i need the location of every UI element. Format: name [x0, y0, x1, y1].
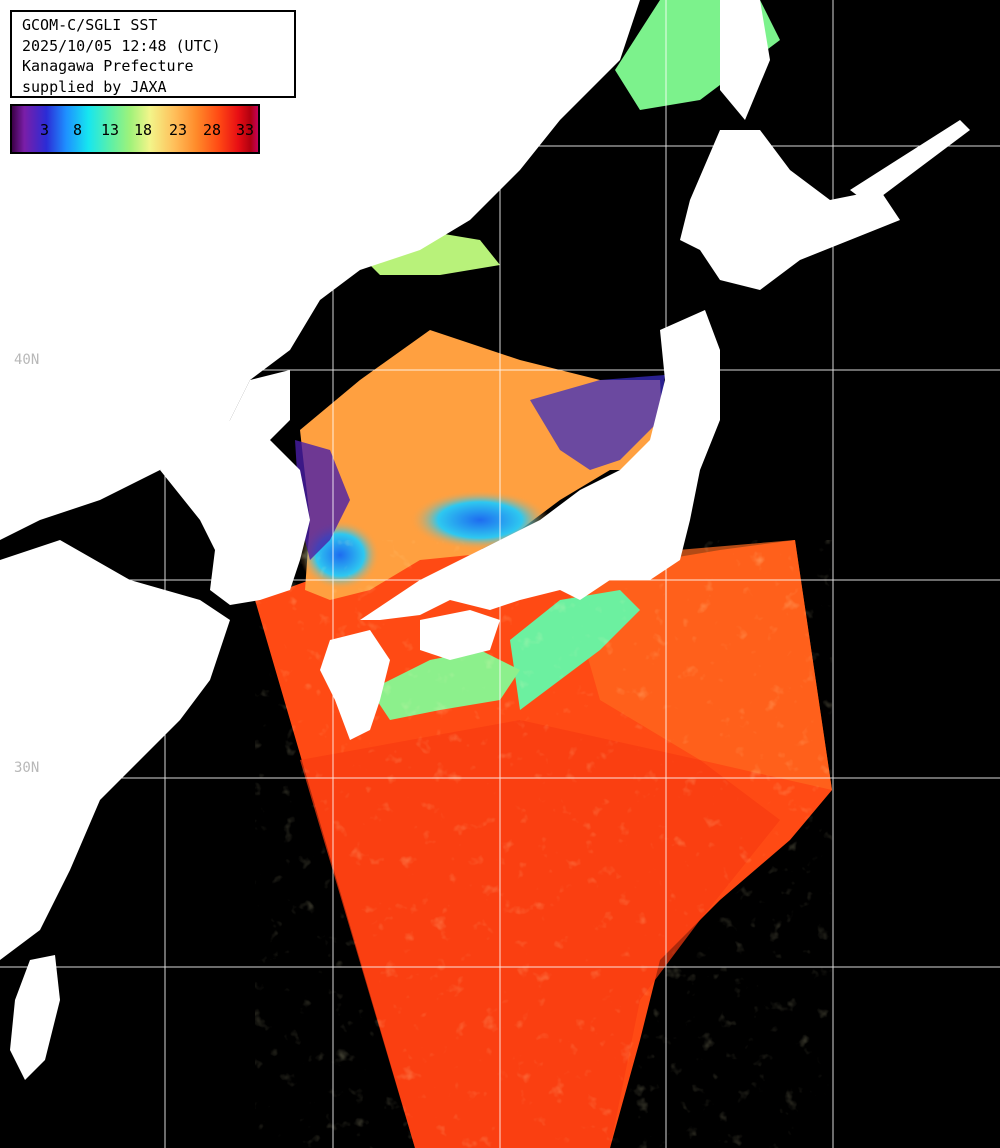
legend-tick-23: 23 — [169, 121, 188, 139]
cold-band-noto — [530, 375, 665, 470]
observation-time: 2025/10/05 12:48 (UTC) — [22, 36, 221, 55]
legend-tick-33: 33 — [236, 121, 255, 139]
taiwan — [10, 955, 60, 1080]
legend-tick-3: 3 — [40, 121, 50, 139]
info-box: GCOM-C/SGLI SST 2025/10/05 12:48 (UTC) K… — [10, 10, 296, 98]
legend-tick-8: 8 — [73, 121, 83, 139]
honshu — [360, 310, 720, 620]
china-coast — [0, 540, 230, 960]
kuril — [850, 120, 970, 205]
sakhalin — [720, 0, 770, 120]
kyushu — [320, 630, 390, 740]
hokkaido — [680, 130, 900, 290]
shikoku — [420, 610, 500, 660]
region-name: Kanagawa Prefecture — [22, 57, 194, 75]
color-scale-legend: 3 8 13 18 23 28 33 — [10, 104, 260, 154]
supplier-credit: supplied by JAXA — [22, 77, 167, 96]
korean-peninsula — [160, 370, 310, 605]
legend-tick-18: 18 — [134, 121, 153, 139]
product-title: GCOM-C/SGLI SST — [22, 16, 158, 34]
lat-label-40n: 40N — [14, 352, 40, 368]
lat-label-30n: 30N — [14, 760, 40, 776]
legend-tick-28: 28 — [203, 121, 222, 139]
north-sst-strip-2 — [365, 230, 500, 275]
sst-speckle — [255, 540, 832, 1148]
cold-band-korea — [295, 440, 350, 560]
legend-tick-13: 13 — [101, 121, 120, 139]
